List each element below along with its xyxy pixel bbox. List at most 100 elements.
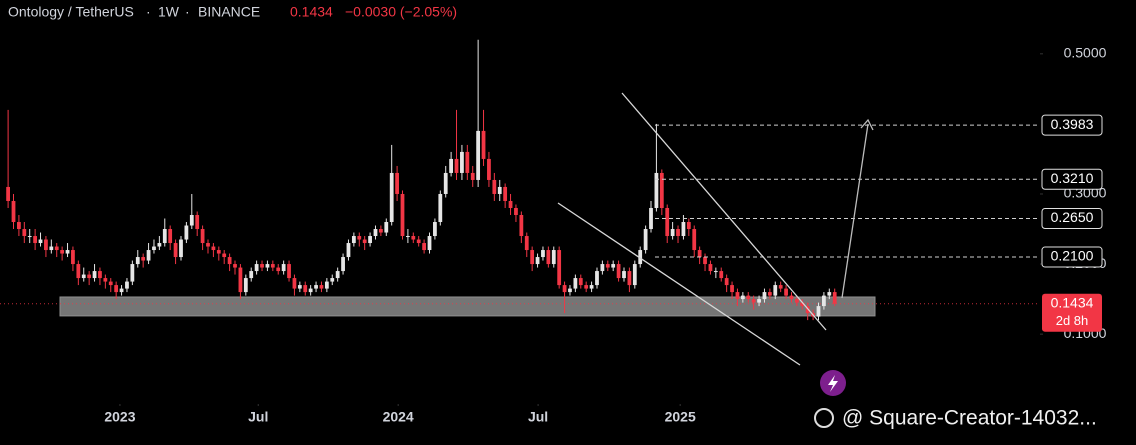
candle-body (638, 250, 643, 265)
candle-body (546, 250, 551, 265)
candle-body (368, 236, 372, 244)
last-price-label: 0.1434 (1051, 294, 1094, 310)
candle-body (146, 250, 151, 261)
candle-body (92, 271, 97, 279)
candle-body (535, 257, 540, 265)
candle-body (703, 257, 707, 265)
watermark-text: @ Square-Creator-14032... (842, 407, 1097, 430)
candle-body (270, 264, 275, 268)
candle-body (551, 250, 556, 265)
candle-body (740, 295, 745, 300)
candle-body (578, 278, 583, 286)
candle-body (351, 236, 356, 244)
candle-body (443, 172, 448, 194)
candle-body (65, 250, 70, 254)
candle-body (481, 130, 486, 159)
level-box (1041, 168, 1103, 190)
plot (0, 39, 1040, 321)
candle-body (17, 222, 21, 230)
candle-body (427, 236, 432, 251)
candle-body (632, 264, 637, 286)
change: −0.0030 (−2.05%) (345, 4, 457, 20)
candle-body (595, 271, 599, 286)
candle-body (227, 257, 232, 265)
candle-body (433, 222, 437, 237)
candle-body (822, 295, 826, 307)
candle-body (492, 179, 497, 194)
candle-body (449, 158, 454, 173)
candle-body (470, 172, 475, 180)
candle-body (114, 285, 119, 293)
candle-body (303, 285, 308, 293)
candle-body (173, 243, 178, 258)
candle-body (319, 285, 324, 289)
candle-body (389, 172, 394, 223)
candle-body (460, 151, 464, 173)
candle-body (103, 278, 108, 282)
last-price-box (1042, 293, 1102, 332)
candle-body (152, 246, 156, 251)
candle-body (622, 271, 626, 279)
candle-body (362, 239, 367, 244)
interval: 1W (158, 4, 180, 20)
candle-body (297, 285, 302, 289)
candle-body (832, 292, 837, 304)
candle-body (33, 236, 38, 244)
candle-body (141, 257, 146, 261)
candle-body (135, 257, 140, 265)
candle-body (605, 264, 610, 268)
candle-body (76, 264, 81, 279)
candle-body (157, 243, 162, 247)
candle-body (184, 225, 189, 240)
candle-body (308, 288, 313, 293)
candle-body (49, 246, 54, 251)
level-label: 0.2650 (1051, 209, 1094, 225)
candle-body (476, 130, 481, 180)
candle-body (665, 207, 670, 237)
candle-body (238, 267, 243, 293)
candle-body (346, 243, 351, 258)
candle-body (530, 250, 535, 265)
candle-body (724, 278, 729, 286)
candle-body (519, 215, 524, 237)
candle-body (584, 285, 589, 289)
candle-body (789, 295, 794, 300)
candle-body (708, 264, 713, 272)
candle-body (400, 193, 405, 237)
x-tick-label: 2025 (665, 409, 696, 425)
candle-body (27, 236, 32, 238)
candle-body (243, 278, 248, 293)
price-axis: 0.50000.30000.20000.10002023Jul2024Jul20… (104, 45, 1106, 425)
level-label: 0.3983 (1051, 116, 1094, 132)
candle-body (438, 193, 443, 223)
candle-body (314, 285, 318, 289)
level-label: 0.3210 (1051, 170, 1094, 186)
trend-line (557, 202, 801, 366)
watermark: @ Square-Creator-14032... (814, 407, 1097, 430)
candle-body (735, 292, 740, 300)
y-tick-label: 0.5000 (1064, 45, 1107, 61)
candle-body (422, 243, 426, 251)
candle-body (670, 229, 675, 237)
candle-body (454, 158, 459, 173)
candle-body (81, 274, 86, 279)
candle-body (130, 264, 135, 282)
candle-body (611, 264, 616, 268)
support-zone (59, 296, 876, 317)
candle-body (676, 229, 680, 237)
exchange: BINANCE (198, 4, 260, 20)
x-tick-label: Jul (248, 409, 268, 425)
candle-body (562, 285, 567, 293)
candle-body (557, 250, 562, 286)
arrow-head (860, 118, 874, 131)
symbol: Ontology / TetherUS (8, 4, 134, 20)
candle-body (211, 246, 216, 251)
candle-body (200, 229, 205, 244)
candle-body (260, 264, 264, 268)
candle-body (222, 253, 227, 258)
candle-body (406, 236, 410, 238)
candle-body (54, 246, 59, 251)
candle-body (487, 158, 491, 180)
candle-body (681, 222, 686, 237)
